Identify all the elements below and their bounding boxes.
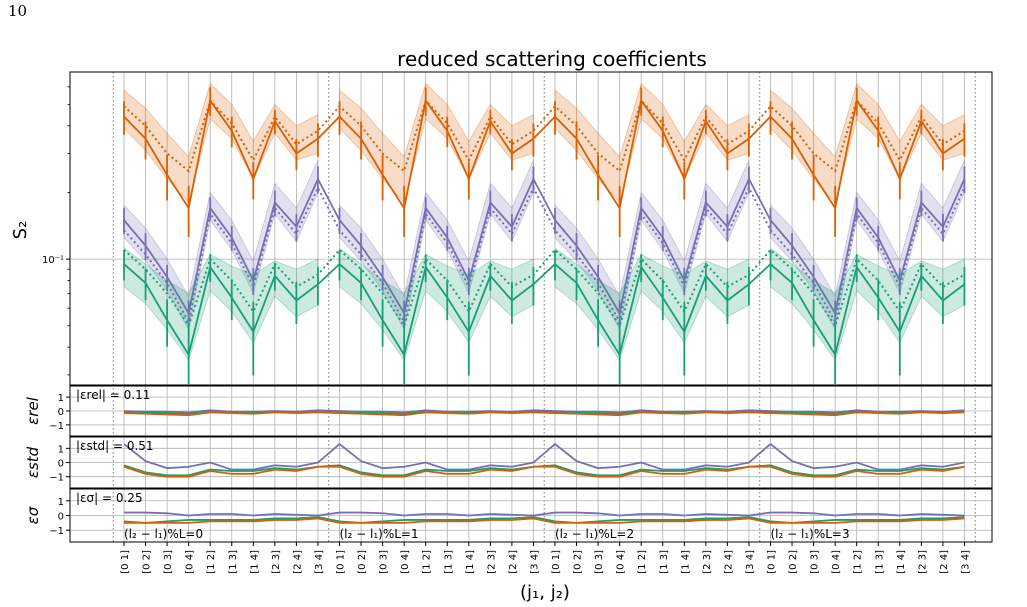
error-annotation: |εstd| = 0.51 xyxy=(76,439,154,453)
y-tick-label: −1 xyxy=(49,473,64,484)
error-line xyxy=(124,511,965,517)
x-tick-label: [0 2] xyxy=(573,550,584,574)
y-tick-label: 1 xyxy=(58,497,64,508)
error-line xyxy=(123,516,965,524)
error-line xyxy=(124,517,965,524)
y-tick-label: 1 xyxy=(58,444,64,455)
y-tick-label: 0 xyxy=(58,407,64,418)
x-tick-label: [0 3] xyxy=(810,550,821,574)
x-tick-label: [2 4] xyxy=(723,550,734,574)
x-tick-label: [0 4] xyxy=(185,550,196,574)
y-tick-label: 1 xyxy=(58,393,64,404)
x-tick-label: [0 3] xyxy=(379,550,390,574)
sub-y-axis-label: εrel xyxy=(24,396,42,425)
error-annotation: |εσ| = 0.25 xyxy=(76,491,143,505)
x-tick-label: [0 3] xyxy=(594,550,605,574)
x-tick-label: [0 1] xyxy=(551,550,562,574)
plot-layer: 10⁻¹ 1 0 −1 |εrel| = 0.11 εrel 1 0 −1 |εstd| = 0.… xyxy=(24,71,993,574)
dotted-line xyxy=(123,98,965,173)
x-tick-label: [2 4] xyxy=(939,550,950,574)
x-tick-label: [0 1] xyxy=(336,550,347,574)
sub-axes-frame xyxy=(69,488,993,543)
x-tick-label: [2 4] xyxy=(508,550,519,574)
x-tick-label: [2 3] xyxy=(702,550,713,574)
x-tick-label: [0 2] xyxy=(788,550,799,574)
series-green xyxy=(123,247,966,385)
x-tick-label: [1 4] xyxy=(465,550,476,574)
x-tick-label: [0 4] xyxy=(616,550,627,574)
error-line xyxy=(123,465,965,478)
x-tick-label: [1 3] xyxy=(874,550,885,574)
chart-title: reduced scattering coefficients xyxy=(397,47,707,71)
solid-line xyxy=(123,98,965,211)
x-tick-label: [1 3] xyxy=(443,550,454,574)
x-tick-label: [0 4] xyxy=(831,550,842,574)
x-tick-label: [0 1] xyxy=(767,550,778,574)
x-tick-label: [1 4] xyxy=(249,550,260,574)
y-tick-label: 0 xyxy=(58,512,64,523)
group-label: (l₂ − l₁)%L=2 xyxy=(555,527,634,541)
error-line xyxy=(123,442,965,471)
x-tick-label: [2 3] xyxy=(917,550,928,574)
group-label: (l₂ − l₁)%L=0 xyxy=(124,527,203,541)
x-tick-label: [2 4] xyxy=(292,550,303,574)
sub-axes-frame xyxy=(69,436,993,489)
x-tick-label: [0 1] xyxy=(120,550,131,574)
x-tick-label: [1 3] xyxy=(228,550,239,574)
x-tick-label: [1 4] xyxy=(896,550,907,574)
x-tick-label: [3 4] xyxy=(745,550,756,574)
series-orange xyxy=(123,82,966,237)
error-annotation: |εrel| = 0.11 xyxy=(76,388,150,402)
y-axis-label: S₂ xyxy=(10,221,31,240)
x-tick-label: [0 4] xyxy=(400,550,411,574)
sub-y-axis-label: εσ xyxy=(24,506,42,524)
group-label: (l₂ − l₁)%L=3 xyxy=(771,527,850,541)
x-tick-label: [2 3] xyxy=(271,550,282,574)
y-tick-label: 10⁻¹ xyxy=(42,255,64,266)
x-tick-label: [1 3] xyxy=(659,550,670,574)
page-number: 10 xyxy=(8,2,28,20)
x-tick-label: [2 3] xyxy=(486,550,497,574)
sub-axes-frame xyxy=(69,385,993,437)
x-tick-label: [1 4] xyxy=(680,550,691,574)
x-tick-label: [1 2] xyxy=(422,550,433,574)
error-line xyxy=(123,411,965,417)
x-tick-label: [0 2] xyxy=(357,550,368,574)
group-label: (l₂ − l₁)%L=1 xyxy=(340,527,419,541)
x-tick-label: [3 4] xyxy=(314,550,325,574)
x-axis-label: (j₁, j₂) xyxy=(520,582,570,603)
x-tick-label: [0 2] xyxy=(142,550,153,574)
x-tick-label: [3 4] xyxy=(960,550,971,574)
x-tick-label: [1 2] xyxy=(637,550,648,574)
solid-line xyxy=(123,176,966,316)
x-tick-label: [1 2] xyxy=(853,550,864,574)
y-tick-label: 0 xyxy=(58,459,64,470)
series-purple xyxy=(123,159,966,331)
x-tick-label: [0 3] xyxy=(163,550,174,574)
x-tick-label: [1 2] xyxy=(206,550,217,574)
y-tick-label: −1 xyxy=(49,421,64,432)
dotted-line xyxy=(123,185,966,325)
main-axes-frame xyxy=(69,71,993,386)
y-tick-label: −1 xyxy=(49,526,64,537)
solid-line xyxy=(123,262,965,357)
x-tick-label: [3 4] xyxy=(529,550,540,574)
sub-y-axis-label: εstd xyxy=(24,446,42,478)
